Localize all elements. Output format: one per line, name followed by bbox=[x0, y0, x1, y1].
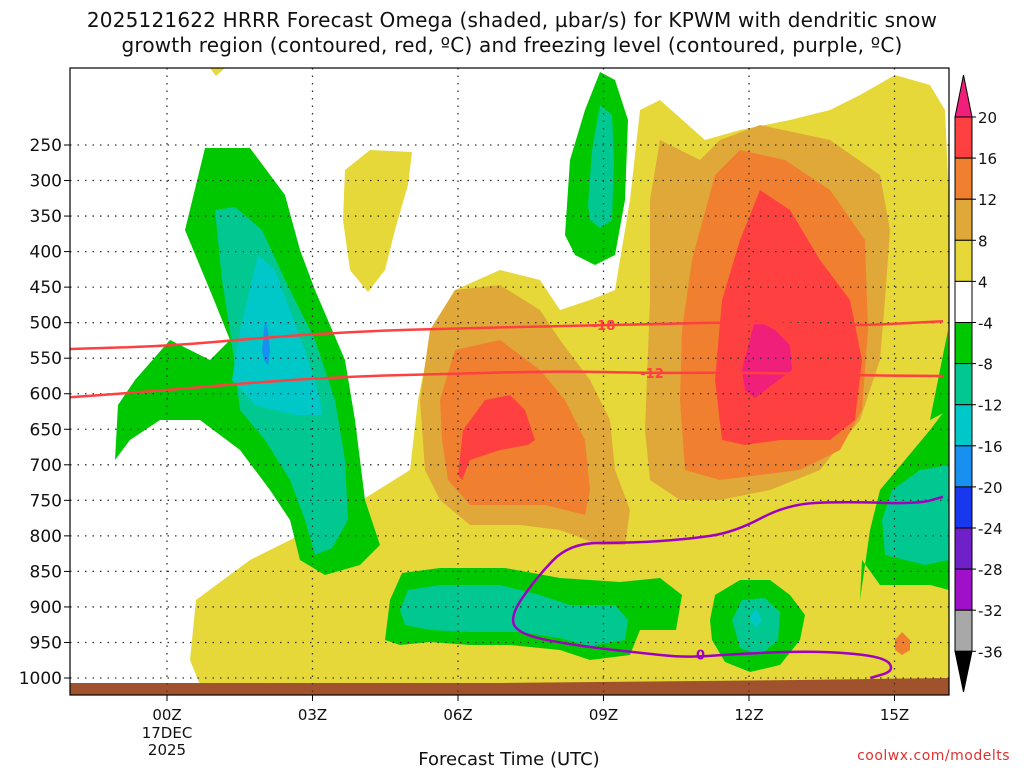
x-axis-title: Forecast Time (UTC) bbox=[418, 749, 599, 768]
y-tick-label: 900 bbox=[30, 598, 62, 618]
colorbar-label: -16 bbox=[978, 438, 1003, 456]
temperature-contours: -18 -12 0 bbox=[70, 319, 944, 680]
contour-label: -18 bbox=[592, 319, 616, 334]
y-tick-label: 950 bbox=[30, 633, 62, 653]
colorbar-top-arrow bbox=[954, 74, 973, 118]
y-tick-label: 300 bbox=[30, 172, 62, 192]
colorbar-swatch bbox=[954, 486, 973, 529]
colorbar-swatch bbox=[954, 527, 973, 570]
y-tick-label: 450 bbox=[30, 278, 62, 298]
y-tick-label: 250 bbox=[30, 136, 62, 156]
colorbar-swatch bbox=[954, 363, 973, 406]
y-tick-label: 550 bbox=[30, 349, 62, 369]
y-tick-label: 850 bbox=[30, 562, 62, 582]
colorbar-label: -28 bbox=[978, 561, 1003, 579]
y-axis: 250 300 350 400 450 500 550 600 650 700 750 800 850 9… bbox=[19, 136, 70, 689]
colorbar-label: 16 bbox=[978, 150, 997, 168]
x-date-label: 2025 bbox=[148, 741, 186, 759]
colorbar-label: 8 bbox=[978, 232, 988, 250]
omega-area-yellow-low-left bbox=[285, 605, 355, 668]
x-tick-label: 06Z bbox=[443, 706, 472, 724]
y-tick-label: 1000 bbox=[19, 669, 62, 689]
colorbar-label: -4 bbox=[978, 315, 993, 333]
x-tick-label: 12Z bbox=[734, 706, 763, 724]
y-tick-label: 800 bbox=[30, 527, 62, 547]
colorbar-label: -36 bbox=[978, 643, 1003, 661]
colorbar-swatch bbox=[954, 157, 973, 200]
omega-area-magenta-20 bbox=[742, 320, 792, 398]
colorbar-swatch bbox=[954, 116, 973, 159]
y-tick-label: 650 bbox=[30, 420, 62, 440]
contour-line bbox=[70, 370, 944, 399]
colorbar-bottom-arrow bbox=[954, 650, 973, 693]
colorbar-swatch bbox=[954, 445, 973, 488]
colorbar-label: -24 bbox=[978, 520, 1003, 538]
y-tick-label: 500 bbox=[30, 314, 62, 334]
x-date-label: 17DEC bbox=[142, 724, 193, 742]
y-tick-label: 600 bbox=[30, 385, 62, 405]
omega-area-teal-right-edge bbox=[882, 465, 949, 565]
ground-layer bbox=[70, 678, 949, 695]
x-tick-label: 00Z bbox=[152, 706, 181, 724]
colorbar-swatch bbox=[954, 568, 973, 611]
ground-surface bbox=[70, 678, 949, 695]
y-tick-label: 350 bbox=[30, 207, 62, 227]
colorbar-label: -12 bbox=[978, 397, 1003, 415]
colorbar-swatch bbox=[954, 322, 973, 365]
omega-area-yellow-sliver bbox=[210, 68, 225, 76]
chart-title-line2: growth region (contoured, red, ºC) and f… bbox=[121, 33, 903, 57]
credit-link[interactable]: coolwx.com/modelts bbox=[857, 748, 1010, 764]
omega-area-cyan-left bbox=[232, 255, 322, 415]
contour-line bbox=[70, 319, 944, 351]
x-tick-label: 09Z bbox=[589, 706, 618, 724]
colorbar-label: -8 bbox=[978, 356, 993, 374]
chart-title-line1: 2025121622 HRRR Forecast Omega (shaded, … bbox=[86, 8, 938, 32]
colorbar-swatch bbox=[954, 198, 973, 241]
colorbar-swatch bbox=[954, 404, 973, 447]
x-tick-label: 15Z bbox=[880, 706, 909, 724]
omega-shading bbox=[115, 68, 949, 695]
y-tick-label: 700 bbox=[30, 456, 62, 476]
omega-area-blue-left bbox=[262, 320, 270, 365]
y-tick-label: 750 bbox=[30, 491, 62, 511]
colorbar-label: -32 bbox=[978, 602, 1003, 620]
omega-area-cyan-low-right bbox=[750, 608, 762, 628]
contour-line bbox=[511, 495, 944, 680]
colorbar-label: 4 bbox=[978, 273, 988, 291]
colorbar-swatch bbox=[954, 609, 973, 652]
contour-label: -12 bbox=[640, 367, 664, 382]
plot-frame bbox=[69, 67, 950, 696]
colorbar-legend: 20 16 12 8 4 -4 -8 -12 -16 -20 -24 -28 -32 -36 bbox=[954, 74, 1003, 693]
colorbar-label: 12 bbox=[978, 191, 997, 209]
omega-area-orange-low-right bbox=[895, 632, 910, 655]
omega-area-red-16-center bbox=[458, 395, 535, 480]
contour-label: 0 bbox=[696, 649, 705, 664]
colorbar-label: 20 bbox=[978, 109, 997, 127]
x-tick-label: 03Z bbox=[298, 706, 327, 724]
colorbar-swatch bbox=[954, 239, 973, 282]
omega-area-teal-upper bbox=[588, 105, 614, 228]
y-tick-label: 400 bbox=[30, 243, 62, 263]
colorbar-swatch bbox=[954, 280, 973, 323]
omega-area-yellow-upper bbox=[343, 150, 412, 292]
colorbar-label: -20 bbox=[978, 479, 1003, 497]
